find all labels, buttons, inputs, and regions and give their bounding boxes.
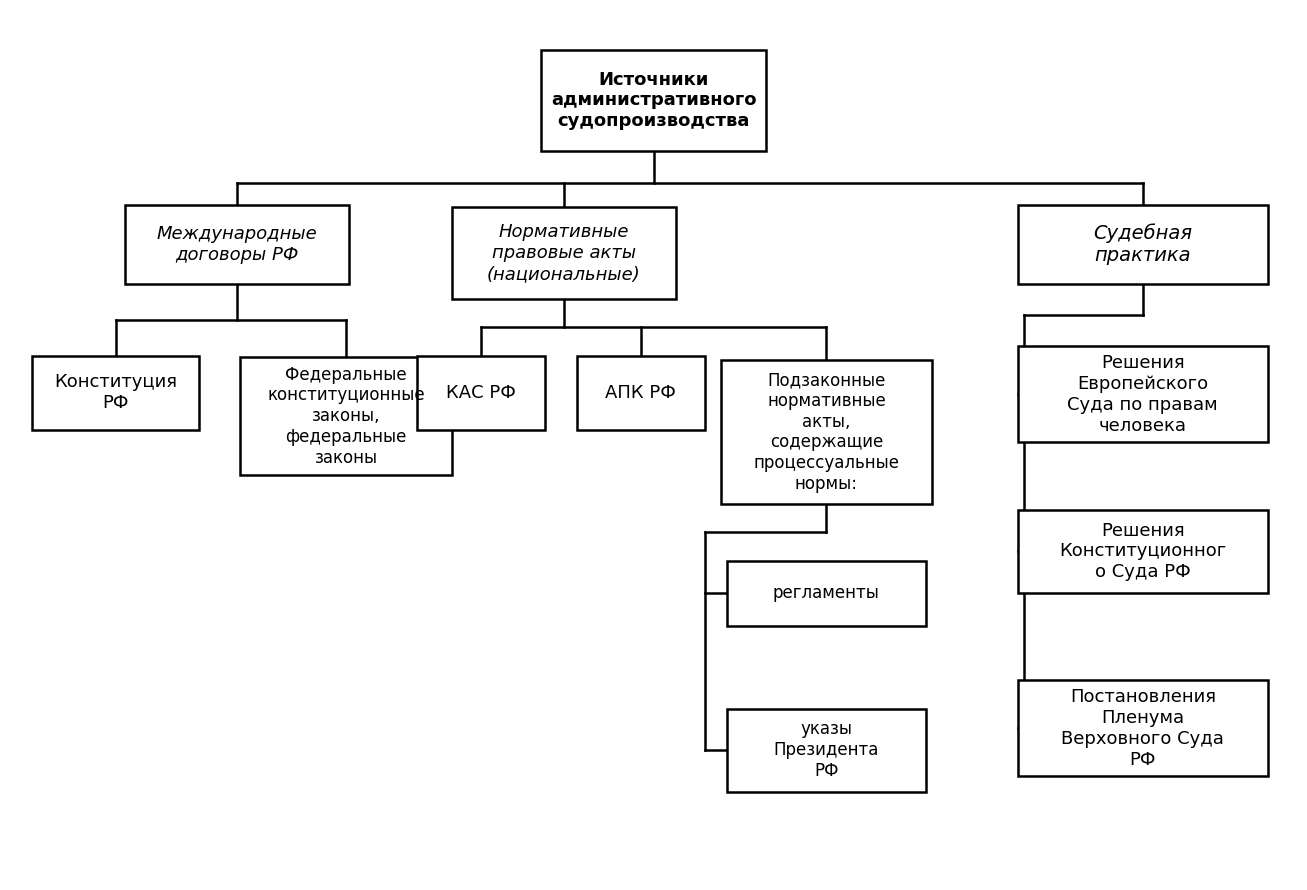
FancyBboxPatch shape — [727, 708, 925, 792]
FancyBboxPatch shape — [33, 356, 199, 430]
Text: Нормативные
правовые акты
(национальные): Нормативные правовые акты (национальные) — [488, 223, 640, 283]
Text: Решения
Конституционног
о Суда РФ: Решения Конституционног о Суда РФ — [1059, 522, 1226, 581]
FancyBboxPatch shape — [240, 358, 452, 475]
Text: Источники
административного
судопроизводства: Источники административного судопроизвод… — [550, 70, 757, 130]
Text: Международные
договоры РФ: Международные договоры РФ — [157, 225, 318, 263]
Text: КАС РФ: КАС РФ — [446, 384, 515, 401]
FancyBboxPatch shape — [1018, 206, 1268, 284]
FancyBboxPatch shape — [727, 561, 925, 626]
Text: Подзаконные
нормативные
акты,
содержащие
процессуальные
нормы:: Подзаконные нормативные акты, содержащие… — [753, 371, 899, 493]
Text: Конституция
РФ: Конституция РФ — [54, 373, 176, 412]
FancyBboxPatch shape — [541, 51, 766, 150]
Text: регламенты: регламенты — [772, 584, 880, 603]
FancyBboxPatch shape — [1018, 681, 1268, 776]
FancyBboxPatch shape — [1018, 510, 1268, 593]
FancyBboxPatch shape — [452, 207, 676, 299]
FancyBboxPatch shape — [576, 356, 704, 430]
FancyBboxPatch shape — [417, 356, 545, 430]
FancyBboxPatch shape — [1018, 346, 1268, 442]
Text: Федеральные
конституционные
законы,
федеральные
законы: Федеральные конституционные законы, феде… — [267, 366, 425, 467]
FancyBboxPatch shape — [720, 360, 932, 504]
Text: АПК РФ: АПК РФ — [605, 384, 676, 401]
Text: указы
Президента
РФ: указы Президента РФ — [774, 721, 880, 780]
Text: Судебная
практика: Судебная практика — [1093, 223, 1192, 265]
Text: Постановления
Пленума
Верховного Суда
РФ: Постановления Пленума Верховного Суда РФ — [1061, 688, 1225, 769]
FancyBboxPatch shape — [125, 206, 349, 284]
Text: Решения
Европейского
Суда по правам
человека: Решения Европейского Суда по правам чело… — [1068, 354, 1218, 434]
